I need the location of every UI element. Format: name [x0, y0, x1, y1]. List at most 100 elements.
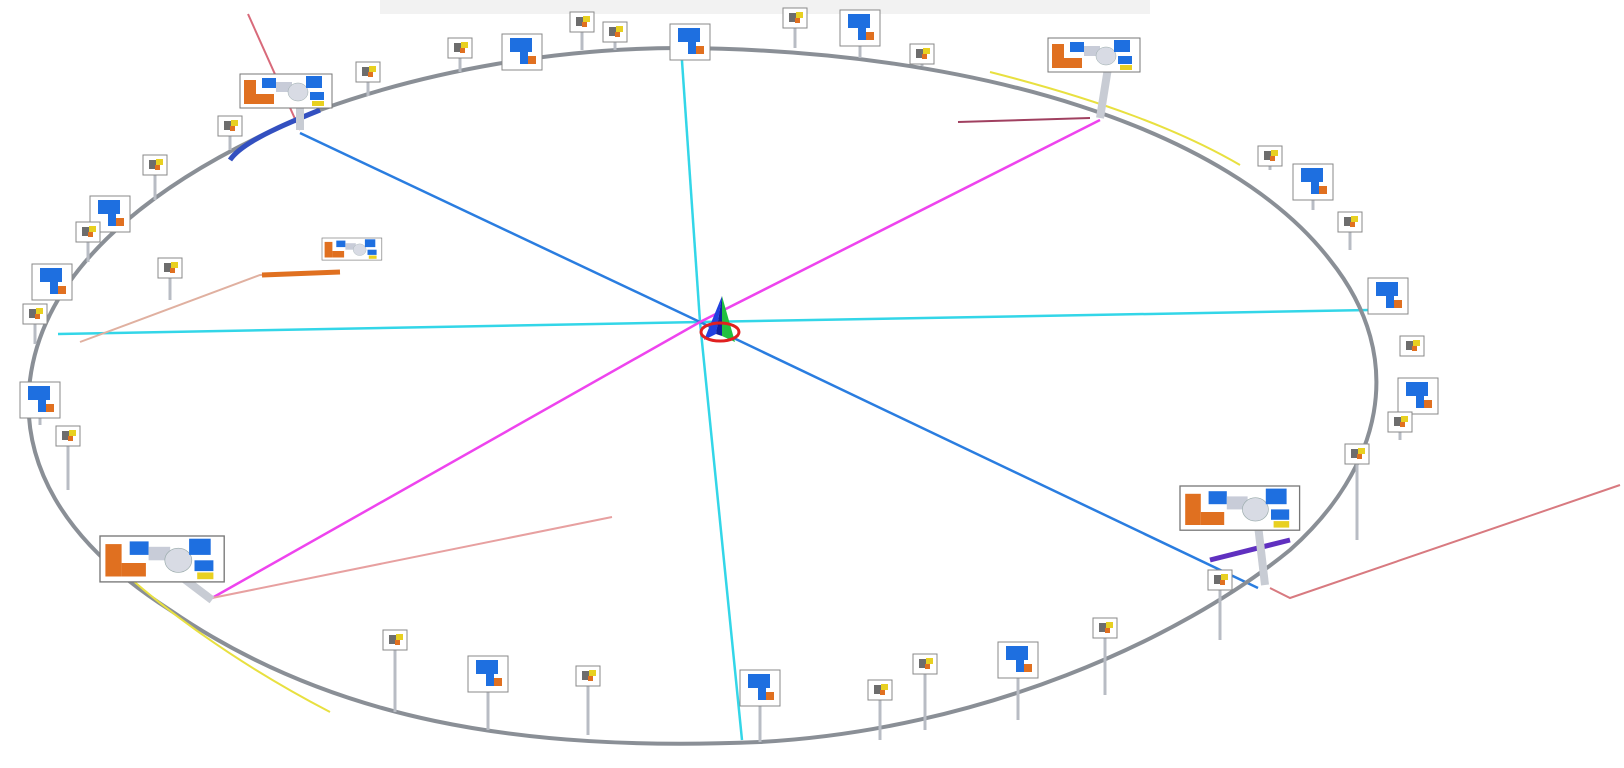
building	[881, 684, 888, 690]
building	[616, 26, 623, 32]
building	[122, 563, 146, 577]
building	[1118, 56, 1132, 64]
building	[306, 76, 322, 88]
building	[494, 678, 502, 686]
building	[130, 541, 149, 555]
building	[1319, 186, 1327, 194]
building	[748, 674, 770, 688]
line	[262, 272, 340, 275]
building	[197, 572, 213, 579]
building	[1301, 168, 1323, 182]
building	[1274, 521, 1290, 528]
building	[1006, 646, 1028, 660]
building	[1221, 574, 1228, 580]
building	[98, 200, 120, 214]
building	[758, 686, 766, 700]
building	[1413, 340, 1420, 346]
building	[766, 692, 774, 700]
hall-group	[1180, 486, 1300, 530]
building	[1242, 498, 1268, 521]
building	[696, 46, 704, 54]
building	[528, 56, 536, 64]
building	[35, 314, 40, 319]
station	[32, 264, 72, 300]
building	[1105, 628, 1110, 633]
building	[1311, 180, 1319, 194]
building	[880, 690, 885, 695]
building	[1270, 156, 1275, 161]
building	[1209, 491, 1227, 504]
building	[365, 239, 375, 247]
hall	[322, 238, 382, 260]
building	[510, 38, 532, 52]
hall-group	[322, 238, 382, 260]
building	[368, 250, 377, 255]
building	[325, 242, 333, 258]
hall-group	[1048, 38, 1140, 72]
building	[195, 560, 214, 571]
page: {} (() => { const svg = document.getElem…	[0, 0, 1624, 768]
building	[369, 66, 376, 72]
building	[38, 398, 46, 412]
hall-group	[100, 536, 224, 582]
building	[244, 80, 256, 104]
building	[1024, 664, 1032, 672]
building	[28, 386, 50, 400]
building	[68, 436, 73, 441]
building	[848, 14, 870, 28]
building	[1106, 622, 1113, 628]
building	[189, 539, 211, 555]
station	[1400, 336, 1424, 356]
building	[1386, 294, 1394, 308]
building	[1406, 382, 1428, 396]
building	[1120, 65, 1132, 70]
building	[396, 634, 403, 640]
building	[923, 48, 930, 54]
building	[926, 658, 933, 664]
building	[1185, 494, 1201, 525]
building	[858, 26, 866, 40]
building	[922, 54, 927, 59]
building	[1201, 512, 1224, 525]
building	[256, 94, 274, 104]
building	[678, 28, 700, 42]
building	[155, 165, 160, 170]
building	[688, 40, 696, 54]
building	[1114, 40, 1130, 52]
building	[460, 48, 465, 53]
building	[50, 280, 58, 294]
building	[615, 32, 620, 37]
building	[58, 286, 66, 294]
building	[1351, 216, 1358, 222]
scene-3d-view	[0, 0, 1624, 768]
building	[105, 544, 121, 576]
building	[369, 256, 377, 259]
top-shade	[380, 0, 1150, 14]
building	[230, 126, 235, 131]
building	[89, 226, 96, 232]
building	[1064, 58, 1082, 68]
building	[1220, 580, 1225, 585]
building	[1070, 42, 1084, 52]
building	[165, 548, 192, 572]
building	[262, 78, 276, 88]
building	[1350, 222, 1355, 227]
building	[395, 640, 400, 645]
building	[312, 101, 324, 106]
building	[1271, 509, 1289, 519]
building	[1400, 422, 1405, 427]
building	[353, 244, 366, 256]
building	[1424, 400, 1432, 408]
station	[1258, 146, 1282, 170]
building	[288, 83, 308, 101]
building	[156, 159, 163, 165]
building	[1357, 454, 1362, 459]
building	[1266, 489, 1287, 505]
building	[925, 664, 930, 669]
building	[1412, 346, 1417, 351]
building	[795, 18, 800, 23]
building	[589, 670, 596, 676]
building	[69, 430, 76, 436]
building	[866, 32, 874, 40]
building	[88, 232, 93, 237]
